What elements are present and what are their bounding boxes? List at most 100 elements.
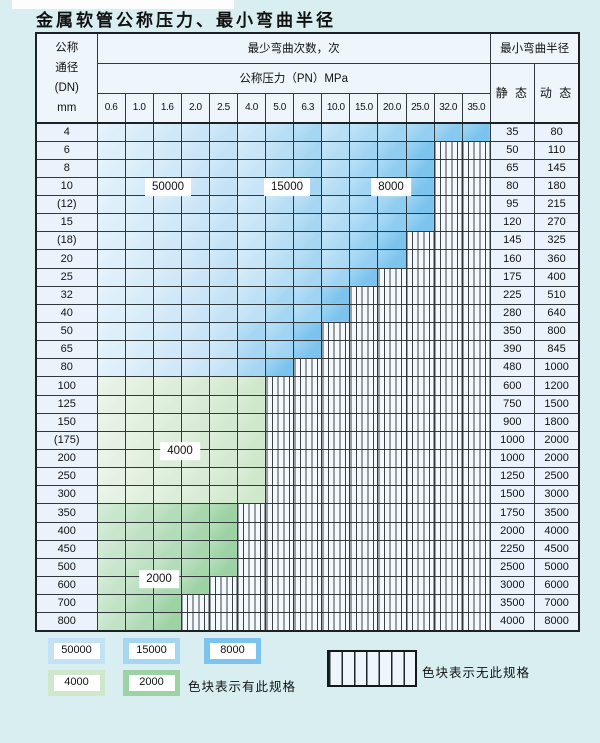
no-spec-cell — [461, 594, 491, 614]
no-spec-cell — [349, 557, 379, 578]
legend-swatch-label: 4000 — [53, 675, 100, 691]
no-spec-cell — [461, 430, 491, 451]
spec-cell-g2000 — [180, 503, 210, 523]
no-spec-cell — [349, 376, 379, 396]
table-row: 700 3500 7000 — [35, 594, 580, 614]
no-spec-cell — [349, 358, 379, 378]
static-radius-cell: 175 — [489, 267, 535, 287]
no-spec-cell — [349, 612, 379, 632]
table-row: 25 175 400 — [35, 267, 580, 287]
no-spec-cell — [293, 449, 323, 469]
no-spec-cell — [405, 340, 435, 360]
no-spec-cell — [321, 521, 351, 541]
pressure-col-header: 4.0 — [236, 92, 267, 124]
spec-cell-b15000 — [265, 249, 295, 269]
spec-cell-b50000 — [152, 303, 182, 324]
spec-cell-b50000 — [180, 140, 210, 160]
legend-swatch-15000: 15000 — [123, 638, 180, 664]
legend-swatch-4000: 4000 — [48, 670, 105, 696]
no-spec-cell — [461, 394, 491, 414]
spec-cell-b8000 — [349, 249, 379, 269]
no-spec-cell — [265, 394, 295, 414]
dynamic-radius-cell: 7000 — [533, 594, 580, 614]
table-row: 20 160 360 — [35, 249, 580, 269]
static-radius-cell: 1000 — [489, 449, 535, 469]
no-spec-cell — [293, 612, 323, 632]
no-spec-cell — [377, 267, 407, 287]
spec-cell-b50000 — [124, 285, 154, 305]
dn-cell: 350 — [35, 503, 98, 523]
spec-cell-b50000 — [208, 267, 238, 287]
no-spec-cell — [433, 231, 463, 251]
dynamic-radius-cell: 800 — [533, 322, 580, 342]
no-spec-cell — [461, 158, 491, 178]
spec-cell-b15000 — [236, 303, 267, 324]
no-spec-cell — [293, 576, 323, 596]
static-radius-cell: 160 — [489, 249, 535, 269]
no-spec-cell — [349, 430, 379, 451]
legend-swatch-label: 8000 — [209, 643, 256, 659]
no-spec-cell — [405, 303, 435, 324]
spec-cell-g2000 — [124, 539, 154, 559]
spec-cell-b15000 — [236, 158, 267, 178]
no-spec-cell — [405, 358, 435, 378]
dynamic-radius-cell: 2000 — [533, 430, 580, 451]
spec-cell-b50000 — [152, 358, 182, 378]
static-radius-cell: 1250 — [489, 467, 535, 487]
no-spec-cell — [433, 195, 463, 215]
table-row: (18) 145 325 — [35, 231, 580, 251]
dynamic-radius-cell: 145 — [533, 158, 580, 178]
spec-cell-b15000 — [293, 195, 323, 215]
no-spec-cell — [433, 140, 463, 160]
no-spec-cell — [321, 412, 351, 432]
no-spec-cell — [265, 485, 295, 505]
spec-cell-g4000 — [236, 412, 267, 432]
dn-header-line: mm — [57, 102, 77, 114]
spec-cell-b8000 — [433, 122, 463, 142]
dn-cell: 15 — [35, 213, 98, 233]
no-spec-cell — [236, 521, 267, 541]
no-spec-cell — [461, 303, 491, 324]
table-row: 65 390 845 — [35, 340, 580, 360]
spec-cell-g2000 — [152, 503, 182, 523]
spec-cell-g2000 — [152, 612, 182, 632]
spec-cell-b50000 — [208, 303, 238, 324]
spec-cell-b15000 — [265, 213, 295, 233]
spec-table: 公称 通径 (DN) mm 最少弯曲次数，次 最小弯曲半径 公称压力（PN）MP… — [35, 32, 581, 632]
spec-cell-b50000 — [124, 213, 154, 233]
spec-cell-b50000 — [180, 285, 210, 305]
no-spec-cell — [265, 503, 295, 523]
spec-cell-b50000 — [208, 158, 238, 178]
no-spec-cell — [433, 285, 463, 305]
no-spec-cell — [405, 249, 435, 269]
table-row: 6 50 110 — [35, 140, 580, 160]
no-spec-cell — [405, 285, 435, 305]
spec-cell-b50000 — [124, 303, 154, 324]
no-spec-cell — [461, 340, 491, 360]
no-spec-cell — [461, 358, 491, 378]
cycle-count-label: 4000 — [160, 442, 200, 460]
spec-cell-b8000 — [265, 340, 295, 360]
spec-cell-g4000 — [152, 376, 182, 396]
static-radius-cell: 350 — [489, 322, 535, 342]
spec-cell-g4000 — [236, 376, 267, 396]
no-spec-cell — [236, 594, 267, 614]
spec-cell-g2000 — [180, 539, 210, 559]
no-spec-cell — [377, 376, 407, 396]
static-radius-cell: 1500 — [489, 485, 535, 505]
spec-cell-b50000 — [152, 267, 182, 287]
spec-cell-g4000 — [180, 376, 210, 396]
spec-cell-g2000 — [180, 576, 210, 596]
dn-header-line: 通径 — [55, 62, 79, 74]
table-row: 4 35 80 — [35, 122, 580, 142]
static-radius-cell: 280 — [489, 303, 535, 324]
spec-cell-b50000 — [152, 249, 182, 269]
static-radius-cell: 900 — [489, 412, 535, 432]
spec-cell-g4000 — [124, 394, 154, 414]
spec-cell-b50000 — [152, 140, 182, 160]
static-radius-cell: 95 — [489, 195, 535, 215]
no-spec-cell — [321, 358, 351, 378]
spec-cell-b50000 — [180, 158, 210, 178]
spec-cell-b8000 — [321, 231, 351, 251]
spec-cell-b50000 — [124, 358, 154, 378]
